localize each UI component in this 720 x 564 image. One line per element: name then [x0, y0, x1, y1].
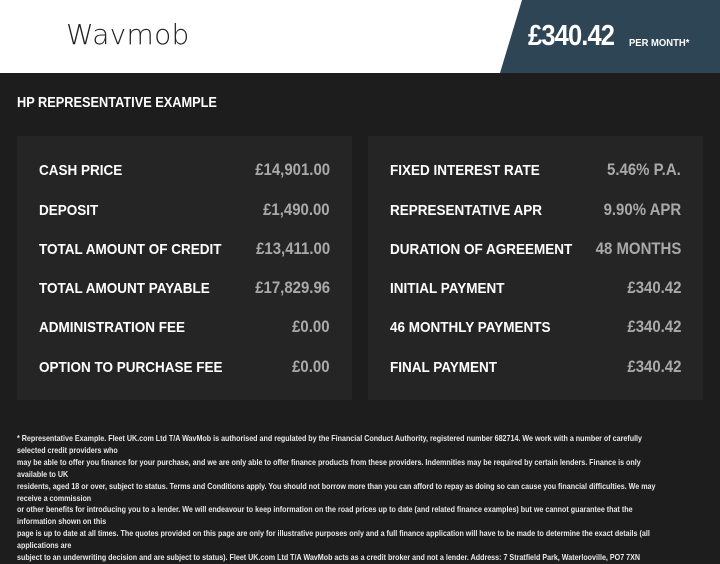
finance-label: INITIAL PAYMENT — [390, 280, 505, 297]
finance-value: £0.00 — [292, 317, 330, 336]
finance-label: TOTAL AMOUNT OF CREDIT — [39, 241, 222, 258]
finance-row: DURATION OF AGREEMENT 48 MONTHS — [390, 239, 681, 261]
per-month-label: PER MONTH* — [629, 37, 690, 49]
finance-value: 9.90% APR — [603, 200, 681, 219]
disclaimer-line: * Representative Example. Fleet UK.com L… — [17, 433, 643, 455]
disclaimer-line: subject to an underwriting decision and … — [17, 552, 641, 563]
finance-value: £0.00 — [292, 357, 330, 376]
finance-value: £340.42 — [626, 317, 681, 336]
finance-row: OPTION TO PURCHASE FEE £0.00 — [39, 357, 330, 379]
section-title: HP REPRESENTATIVE EXAMPLE — [17, 95, 217, 111]
finance-label: DEPOSIT — [39, 202, 99, 219]
finance-row: REPRESENTATIVE APR 9.90% APR — [390, 200, 681, 222]
finance-label: TOTAL AMOUNT PAYABLE — [39, 280, 210, 297]
finance-value: £17,829.96 — [255, 278, 330, 297]
left-finance-panel: CASH PRICE £14,901.00 DEPOSIT £1,490.00 TOTA… — [17, 136, 352, 400]
monthly-price: £340.42 — [528, 20, 615, 52]
finance-label: ADMINISTRATION FEE — [39, 319, 185, 336]
disclaimer-line: or other benefits for introducing you to… — [17, 504, 633, 527]
finance-value: £340.42 — [626, 278, 681, 297]
price-band — [500, 0, 720, 73]
finance-row: 46 MONTHLY PAYMENTS £340.42 — [390, 317, 681, 339]
finance-label: REPRESENTATIVE APR — [390, 202, 543, 219]
finance-value: £340.42 — [626, 357, 681, 376]
disclaimer: * Representative Example. Fleet UK.com L… — [17, 433, 662, 564]
finance-label: 46 MONTHLY PAYMENTS — [390, 319, 551, 336]
finance-row: FIXED INTEREST RATE 5.46% P.A. — [390, 160, 681, 182]
right-finance-panel: FIXED INTEREST RATE 5.46% P.A. REPRESENTAT… — [368, 136, 703, 400]
finance-row: CASH PRICE £14,901.00 — [39, 160, 330, 182]
finance-label: CASH PRICE — [39, 162, 123, 179]
finance-row: FINAL PAYMENT £340.42 — [390, 357, 681, 379]
finance-label: OPTION TO PURCHASE FEE — [39, 359, 223, 376]
finance-row: TOTAL AMOUNT PAYABLE £17,829.96 — [39, 278, 330, 300]
finance-label: FINAL PAYMENT — [390, 359, 498, 376]
finance-value: £13,411.00 — [255, 239, 330, 258]
finance-row: DEPOSIT £1,490.00 — [39, 200, 330, 222]
finance-value: 5.46% P.A. — [607, 160, 681, 179]
finance-row: INITIAL PAYMENT £340.42 — [390, 278, 681, 300]
logo[interactable]: Wavmob — [66, 18, 190, 51]
finance-label: DURATION OF AGREEMENT — [390, 241, 573, 258]
finance-label: FIXED INTEREST RATE — [390, 162, 540, 179]
disclaimer-line: residents, aged 18 or over, subject to s… — [17, 480, 656, 503]
disclaimer-line: may be able to offer you finance for you… — [17, 456, 641, 479]
finance-value: £1,490.00 — [263, 200, 330, 219]
disclaimer-line: page is up to date at all times. The quo… — [17, 528, 650, 551]
finance-value: 48 MONTHS — [595, 239, 681, 258]
finance-value: £14,901.00 — [255, 160, 330, 179]
finance-row: ADMINISTRATION FEE £0.00 — [39, 317, 330, 339]
finance-row: TOTAL AMOUNT OF CREDIT £13,411.00 — [39, 239, 330, 261]
